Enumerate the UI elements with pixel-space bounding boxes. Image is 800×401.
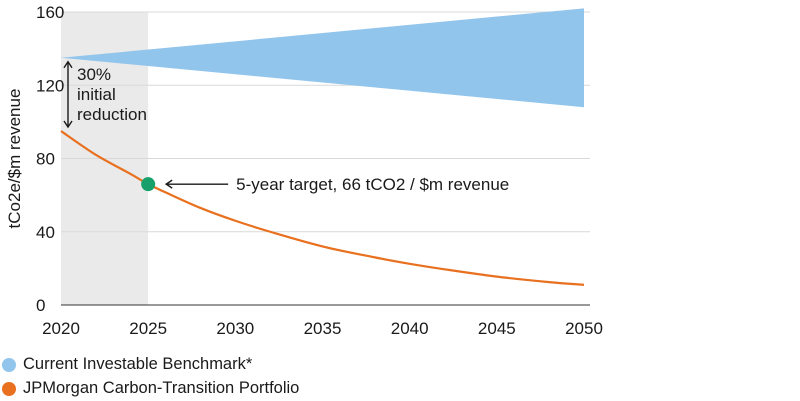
y-axis-ticks: 0 40 80 120 160 <box>36 3 64 315</box>
x-tick-2030: 2030 <box>216 319 254 338</box>
y-tick-120: 120 <box>36 76 64 95</box>
target-label: 5-year target, 66 tCO2 / $m revenue <box>236 175 509 194</box>
x-tick-2045: 2045 <box>478 319 516 338</box>
x-tick-2025: 2025 <box>129 319 167 338</box>
x-tick-2035: 2035 <box>304 319 342 338</box>
benchmark-legend-label: Current Investable Benchmark* <box>23 355 253 373</box>
x-tick-2040: 2040 <box>391 319 429 338</box>
y-axis-label: tCo2e/$m revenue <box>5 89 24 229</box>
reduction-label-line-3: reduction <box>77 105 147 124</box>
arrowhead-left-icon <box>164 179 173 189</box>
arrowhead-down-icon <box>63 120 73 129</box>
portfolio-legend-label: JPMorgan Carbon-Transition Portfolio <box>23 379 300 397</box>
portfolio-legend-swatch <box>2 381 16 396</box>
reduction-label-line-2: initial <box>77 85 116 104</box>
target-annotation: 5-year target, 66 tCO2 / $m revenue <box>164 175 509 194</box>
y-tick-0: 0 <box>36 296 45 315</box>
portfolio-line <box>60 130 585 286</box>
reduction-label-line-1: 30% <box>77 65 111 84</box>
reduction-annotation: 30% initial reduction <box>63 60 147 129</box>
x-tick-2020: 2020 <box>42 319 80 338</box>
benchmark-band <box>61 8 584 108</box>
y-tick-160: 160 <box>36 3 64 22</box>
x-tick-2050: 2050 <box>565 319 603 338</box>
legend-item-portfolio: JPMorgan Carbon-Transition Portfolio <box>2 379 299 398</box>
x-axis-ticks: 2020 2025 2030 2035 2040 2045 2050 <box>42 319 603 338</box>
benchmark-legend-swatch <box>2 357 16 372</box>
legend-item-benchmark: Current Investable Benchmark* <box>2 355 252 374</box>
y-tick-80: 80 <box>36 150 55 169</box>
target-point <box>141 177 156 192</box>
y-tick-40: 40 <box>36 223 55 242</box>
arrowhead-up-icon <box>63 60 73 69</box>
